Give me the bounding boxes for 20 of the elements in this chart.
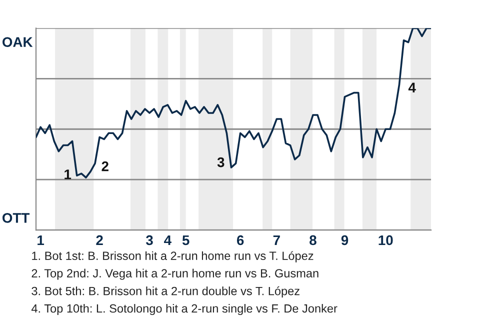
x-tick-label: 6: [236, 235, 244, 246]
x-tick-label: 1: [38, 235, 44, 246]
text: OAK: [2, 37, 33, 47]
x-tick-label: 5: [182, 235, 190, 246]
text: OTT: [2, 213, 30, 223]
x-tick-label: 2: [96, 235, 103, 246]
x-tick-label: 7: [273, 235, 280, 246]
annotation: 1: [64, 170, 72, 180]
x-tick-label: 4: [164, 235, 172, 246]
text: 3. Bot 5th: B. Brisson hit a 2-run double vs T. López: [32, 286, 300, 298]
annotation: 2: [102, 161, 108, 172]
text: 4. Top 10th: L. Sotolongo hit a 2-run single vs F. De Jonker: [31, 304, 338, 316]
x-tick-label: 8: [310, 235, 316, 246]
annotation: 3: [217, 157, 224, 168]
text: 1. Bot 1st: B. Brisson hit a 2-run home run vs T. López: [32, 251, 314, 262]
x-tick-label: 3: [146, 235, 153, 246]
x-tick-label: 10: [378, 235, 393, 246]
text: 2. Top 2nd: J. Vega hit a 2-run home run vs B. Gusman: [32, 268, 318, 280]
annotation: 4: [408, 82, 416, 92]
x-tick-label: 9: [341, 235, 348, 246]
